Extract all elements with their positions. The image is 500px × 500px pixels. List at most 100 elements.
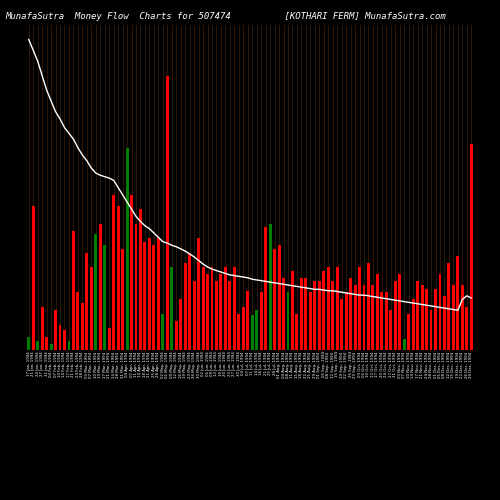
Bar [45, 337, 48, 350]
Bar [139, 209, 142, 350]
Bar [63, 330, 66, 350]
Bar [372, 285, 374, 350]
Bar [152, 246, 156, 350]
Bar [398, 274, 401, 350]
Bar [256, 310, 258, 350]
Bar [327, 267, 330, 350]
Bar [228, 282, 232, 350]
Bar [175, 321, 178, 350]
Bar [40, 306, 43, 350]
Bar [233, 267, 236, 350]
Bar [273, 249, 276, 350]
Bar [452, 285, 455, 350]
Bar [434, 288, 437, 350]
Bar [448, 264, 450, 350]
Bar [358, 267, 361, 350]
Bar [461, 285, 464, 350]
Bar [192, 282, 196, 350]
Bar [430, 310, 432, 350]
Bar [90, 267, 93, 350]
Bar [309, 292, 312, 350]
Bar [390, 310, 392, 350]
Bar [166, 76, 169, 350]
Bar [354, 285, 356, 350]
Bar [112, 194, 115, 350]
Bar [28, 337, 30, 350]
Bar [264, 227, 267, 350]
Bar [94, 234, 97, 350]
Bar [54, 310, 57, 350]
Text: MunafaSutra  Money Flow  Charts for 507474          [KOTHARI FERM] MunafaSutra.c: MunafaSutra Money Flow Charts for 507474… [5, 12, 446, 22]
Bar [197, 238, 200, 350]
Bar [36, 342, 39, 350]
Bar [394, 282, 396, 350]
Bar [86, 252, 88, 350]
Bar [318, 282, 320, 350]
Bar [162, 314, 164, 350]
Bar [126, 148, 128, 350]
Bar [72, 231, 75, 350]
Bar [349, 278, 352, 350]
Bar [416, 282, 419, 350]
Bar [336, 267, 338, 350]
Bar [420, 285, 424, 350]
Bar [184, 264, 186, 350]
Bar [268, 224, 272, 350]
Bar [76, 292, 80, 350]
Bar [412, 300, 414, 350]
Bar [32, 206, 34, 350]
Bar [130, 194, 133, 350]
Bar [443, 296, 446, 350]
Bar [367, 264, 370, 350]
Bar [466, 306, 468, 350]
Bar [291, 270, 294, 350]
Bar [286, 292, 290, 350]
Bar [220, 274, 222, 350]
Bar [180, 300, 182, 350]
Bar [215, 282, 218, 350]
Bar [385, 292, 388, 350]
Bar [362, 285, 366, 350]
Bar [251, 316, 254, 350]
Bar [68, 342, 70, 350]
Bar [81, 303, 84, 350]
Bar [304, 278, 308, 350]
Bar [380, 292, 384, 350]
Bar [246, 291, 249, 350]
Bar [278, 246, 280, 350]
Bar [300, 278, 303, 350]
Bar [296, 314, 298, 350]
Bar [148, 238, 151, 350]
Bar [224, 267, 227, 350]
Bar [188, 252, 191, 350]
Bar [134, 224, 138, 350]
Bar [376, 274, 379, 350]
Bar [456, 256, 460, 350]
Bar [314, 282, 316, 350]
Bar [170, 267, 173, 350]
Bar [206, 274, 209, 350]
Bar [202, 267, 204, 350]
Bar [108, 328, 110, 350]
Bar [331, 282, 334, 350]
Bar [470, 144, 472, 350]
Bar [407, 314, 410, 350]
Bar [116, 206, 119, 350]
Bar [99, 224, 102, 350]
Bar [144, 242, 146, 350]
Bar [425, 288, 428, 350]
Bar [282, 278, 285, 350]
Bar [438, 274, 442, 350]
Bar [340, 300, 343, 350]
Bar [58, 324, 61, 350]
Bar [157, 238, 160, 350]
Bar [50, 344, 52, 350]
Bar [403, 339, 406, 350]
Bar [121, 249, 124, 350]
Bar [344, 292, 348, 350]
Bar [104, 246, 106, 350]
Bar [238, 314, 240, 350]
Bar [242, 306, 244, 350]
Bar [210, 267, 214, 350]
Bar [322, 270, 325, 350]
